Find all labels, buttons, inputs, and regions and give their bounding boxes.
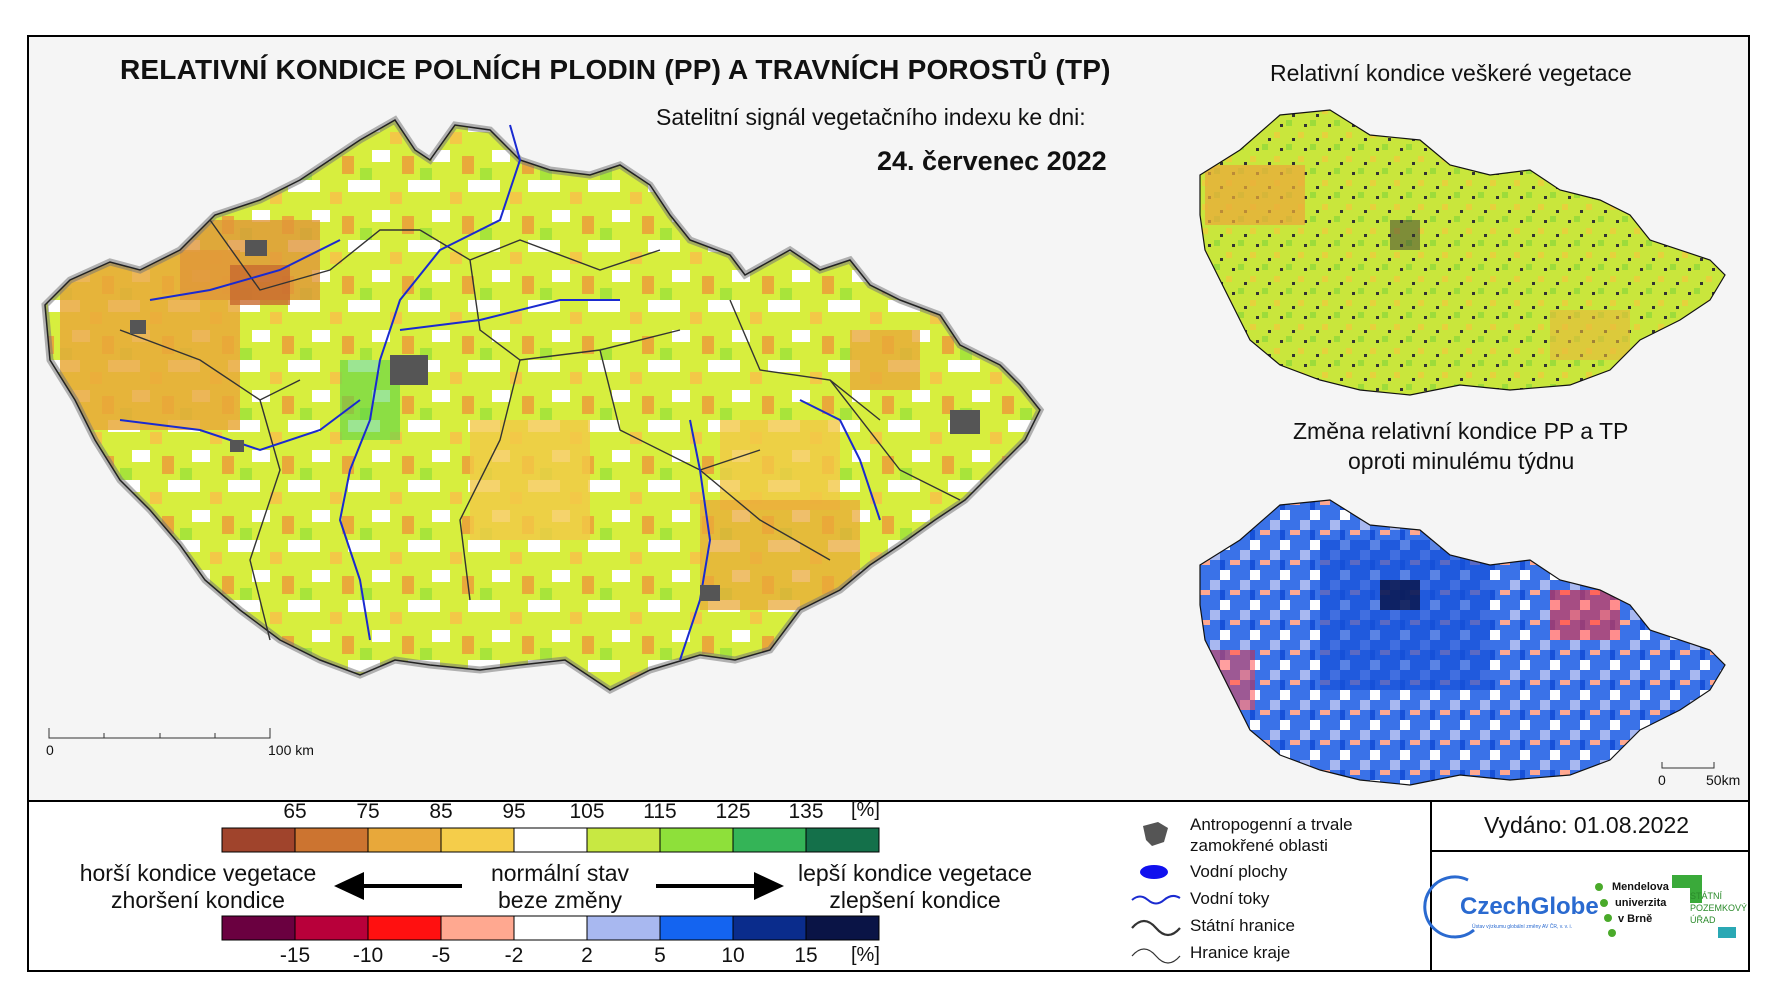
inset-scale-start: 0 <box>1658 772 1666 788</box>
urban-areas-main <box>130 240 980 601</box>
condition-unit: [%] <box>851 799 880 821</box>
legend-divider <box>1430 800 1432 970</box>
ramp-swatch <box>294 827 369 853</box>
map-date: 24. červenec 2022 <box>877 146 1107 176</box>
main-scale-start: 0 <box>46 742 54 758</box>
ramp-tick-label: 15 <box>794 944 818 967</box>
ramp-swatch <box>440 915 515 941</box>
change-unit: [%] <box>851 944 880 966</box>
mendel-line1: Mendelova <box>1612 881 1669 893</box>
ramp-tick-label: 10 <box>721 944 745 967</box>
ramp-tick-label: 105 <box>569 800 605 823</box>
ramp-swatch <box>805 827 880 853</box>
legend-normal-line2: beze změny <box>497 887 622 913</box>
ramp-tick-label: 2 <box>581 944 593 967</box>
rivers-main <box>119 124 881 661</box>
legend-urban-line1: Antropogenní a trvale <box>1190 815 1353 834</box>
ramp-tick-label: 125 <box>715 800 751 823</box>
ramp-tick-label: 75 <box>356 800 380 823</box>
spu-logo-text: STÁTNÍ POZEMKOVÝ ÚŘAD <box>1690 890 1747 926</box>
inset-scale-bar <box>1661 762 1715 769</box>
legend-water-label: Vodní plochy <box>1190 862 1288 881</box>
spu-line1: STÁTNÍ <box>1690 891 1723 901</box>
main-scale-end: 100 km <box>268 742 314 758</box>
spu-line3: ÚŘAD <box>1690 915 1716 925</box>
legend-worse-line2: zhoršení kondice <box>111 887 285 913</box>
mendel-logo-text: Mendelova univerzita v Brně <box>1612 879 1669 927</box>
ramp-swatch <box>513 827 588 853</box>
czechglobe-logo-subtext: Ústav výzkumu globální změny AV ČR, v. v… <box>1472 924 1573 930</box>
panel-change-title-2: oproti minulému týdnu <box>1348 448 1575 474</box>
ramp-swatch <box>440 827 515 853</box>
arrow-left <box>334 872 462 900</box>
panel-vegetation-title: Relativní kondice veškeré vegetace <box>1270 60 1632 86</box>
state-border-symbol-icon <box>1131 919 1181 937</box>
ramp-tick-label: -15 <box>279 944 311 967</box>
mendel-line2: univerzita <box>1615 897 1667 909</box>
spu-logo-icon <box>1672 875 1736 938</box>
page-subtitle: Satelitní signál vegetačního indexu ke d… <box>656 104 1086 130</box>
ramp-tick-label: 135 <box>788 800 824 823</box>
mendel-line3: v Brně <box>1618 913 1653 925</box>
ramp-swatch <box>586 915 661 941</box>
ramp-tick-label: 95 <box>502 800 526 823</box>
legend-urban-label: Antropogenní a trvale zamokřené oblasti <box>1190 814 1353 856</box>
page-title: RELATIVNÍ KONDICE POLNÍCH PLODIN (PP) A … <box>120 54 1111 85</box>
ramp-swatch <box>221 827 296 853</box>
legend-region-border-label: Hranice kraje <box>1190 943 1291 962</box>
ramp-swatch <box>513 915 588 941</box>
legend-better-line1: lepší kondice vegetace <box>798 860 1032 886</box>
ramp-tick-label: 85 <box>429 800 453 823</box>
legend-river-label: Vodní toky <box>1190 889 1270 908</box>
water-symbol-icon <box>1140 865 1168 879</box>
ramp-swatch <box>294 915 369 941</box>
legend-normal-line1: normální stav <box>490 860 630 886</box>
arrow-right <box>656 872 784 900</box>
legend-worse-line1: horší kondice vegetace <box>79 860 317 886</box>
issued-divider <box>1432 850 1748 852</box>
mendel-logo-icon <box>1595 883 1616 937</box>
figure-frame <box>27 35 1750 972</box>
change-color-ramp <box>221 915 880 941</box>
czechglobe-logo-text: CzechGlobe <box>1460 893 1599 920</box>
spu-line2: POZEMKOVÝ <box>1690 903 1748 913</box>
legend-state-border-label: Státní hranice <box>1190 916 1295 935</box>
legend-worse: horší kondice vegetace zhoršení kondice <box>68 860 328 914</box>
czechglobe-logo-icon <box>1423 875 1475 939</box>
ramp-swatch <box>732 915 807 941</box>
region-borders-main <box>119 219 961 641</box>
ramp-tick-label: -2 <box>504 944 524 967</box>
ramp-swatch <box>732 827 807 853</box>
ramp-tick-label: -10 <box>352 944 384 967</box>
legend-urban-line2: zamokřené oblasti <box>1190 836 1328 855</box>
condition-color-ramp <box>221 827 880 853</box>
ramp-swatch <box>221 915 296 941</box>
ramp-swatch <box>586 827 661 853</box>
ramp-swatch <box>367 827 442 853</box>
legend-better-line2: zlepšení kondice <box>829 887 1001 913</box>
ramp-swatch <box>659 915 734 941</box>
inset-scale-end: 50km <box>1706 772 1741 788</box>
ramp-swatch <box>659 827 734 853</box>
legend-better: lepší kondice vegetace zlepšení kondice <box>780 860 1050 914</box>
panel-change-title-1: Změna relativní kondice PP a TP <box>1293 418 1629 444</box>
legend-normal: normální stav beze změny <box>470 860 650 914</box>
region-border-symbol-icon <box>1131 948 1181 964</box>
ramp-tick-label: -5 <box>431 944 451 967</box>
ramp-tick-label: 5 <box>654 944 666 967</box>
ramp-swatch <box>367 915 442 941</box>
urban-symbol-icon <box>1143 822 1168 846</box>
main-scale-bar <box>48 728 271 739</box>
ramp-tick-label: 65 <box>283 800 307 823</box>
ramp-tick-label: 115 <box>643 800 677 823</box>
issued-date: Vydáno: 01.08.2022 <box>1484 812 1690 838</box>
river-symbol-icon <box>1131 894 1181 905</box>
ramp-swatch <box>805 915 880 941</box>
